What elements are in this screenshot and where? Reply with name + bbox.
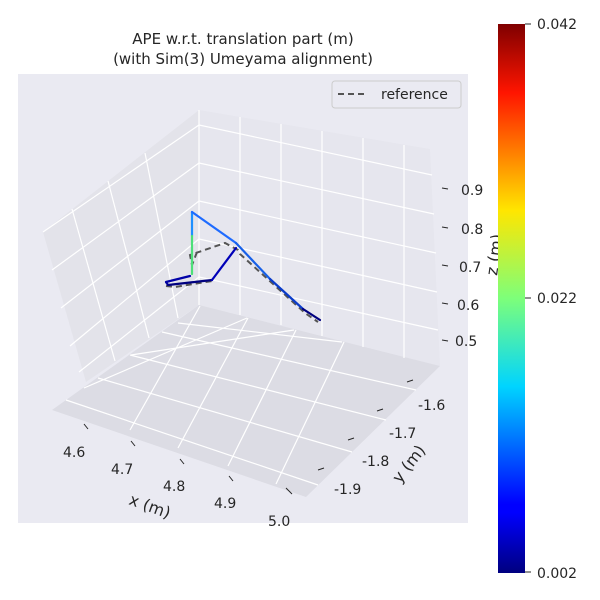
- legend-box: [331, 80, 462, 109]
- z-tick-label: 0.7: [459, 260, 481, 276]
- y-tick-label: -1.9: [334, 482, 361, 498]
- trajectory-segment: [164, 274, 192, 284]
- colorbar-max-label: 0.042: [537, 17, 577, 33]
- trajectory-segment: [234, 241, 272, 281]
- colorbar-mid-label: 0.022: [537, 291, 577, 307]
- colorbar-min-label: 0.002: [537, 566, 577, 582]
- trajectory-segment: [268, 277, 305, 311]
- x-tick-label: 5.0: [268, 514, 290, 530]
- trajectory-segment: [301, 307, 322, 322]
- grid-lines: [42, 110, 439, 486]
- legend-reference-label: reference: [381, 87, 448, 103]
- z-tick-label: 0.6: [457, 298, 479, 314]
- z-tick-label: 0.9: [461, 183, 483, 199]
- legend: reference: [331, 80, 462, 109]
- reference-trajectory-segment: [165, 280, 213, 289]
- x-tick-label: 4.8: [163, 479, 185, 495]
- x-tick-label: 4.7: [111, 462, 133, 478]
- chart-title-line-2: (with Sim(3) Umeyama alignment): [113, 50, 373, 68]
- estimated-trajectory: [164, 210, 322, 322]
- left-pane: [43, 110, 199, 382]
- y-tick-label: -1.7: [389, 426, 416, 442]
- x-tick-labels: 4.6 4.7 4.8 4.9 5.0: [63, 445, 290, 530]
- chart-title-line-1: APE w.r.t. translation part (m): [132, 30, 353, 48]
- back-pane: [199, 110, 440, 366]
- y-tick-labels: -1.6 -1.7 -1.8 -1.9: [334, 398, 445, 498]
- trajectory-segment: [210, 246, 238, 282]
- trajectory-segment: [190, 210, 238, 245]
- pane-group: [43, 110, 440, 497]
- z-tick-labels: 0.9 0.8 0.7 0.6 0.5: [455, 183, 483, 350]
- colorbar-gradient: [498, 24, 525, 573]
- x-tick-label: 4.6: [63, 445, 85, 461]
- trajectory-segment: [166, 278, 214, 287]
- z-tick-label: 0.5: [455, 334, 477, 350]
- axis-ticks: [83, 187, 449, 495]
- y-tick-label: -1.6: [418, 398, 445, 414]
- y-tick-label: -1.8: [362, 454, 389, 470]
- x-tick-label: 4.9: [214, 496, 236, 512]
- reference-trajectory: [188, 241, 319, 323]
- colorbar: 0.042 0.022 0.002: [498, 17, 577, 582]
- z-tick-label: 0.8: [461, 222, 483, 238]
